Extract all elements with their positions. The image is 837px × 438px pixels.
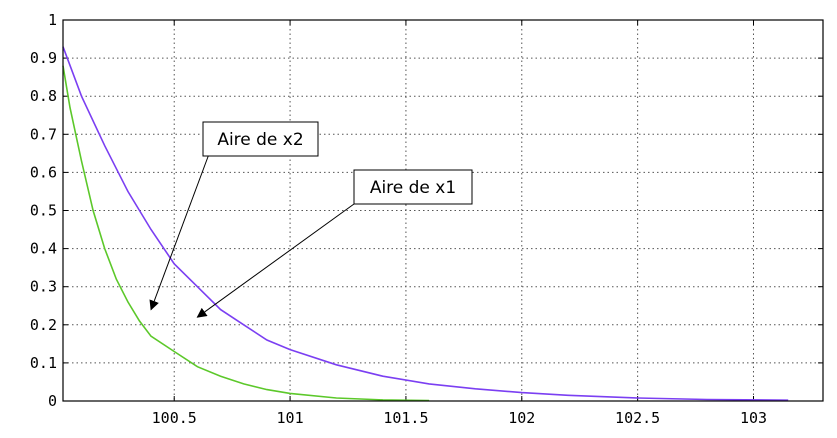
annotation-label: Aire de x2 <box>217 130 303 150</box>
annotation-arrow <box>196 203 355 318</box>
y-tick-label: 0.2 <box>30 316 57 334</box>
x-tick-label: 103 <box>740 409 767 427</box>
y-axis-ticks: 0 0.1 0.2 0.3 0.4 0.5 0.6 0.7 0.8 0.9 1 <box>30 11 823 410</box>
x-tick-label: 102 <box>508 409 535 427</box>
grid <box>63 20 823 401</box>
y-tick-label: 0 <box>48 392 57 410</box>
x-axis-ticks: 100.5 101 101.5 102 102.5 103 <box>152 20 767 427</box>
series-line-2 <box>62 65 430 402</box>
annotation-box <box>202 121 319 157</box>
y-tick-label: 1 <box>48 11 57 29</box>
x-tick-label: 101.5 <box>383 409 428 427</box>
annotation-label: Aire de x1 <box>370 178 456 198</box>
y-tick-label: 0.6 <box>30 163 57 181</box>
y-tick-label: 0.4 <box>30 240 57 258</box>
y-tick-label: 0.8 <box>30 87 57 105</box>
x-tick-label: 100.5 <box>152 409 197 427</box>
annotation-arrow <box>149 153 210 311</box>
series-line-1 <box>62 46 789 401</box>
y-tick-label: 0.1 <box>30 354 57 372</box>
y-tick-label: 0.9 <box>30 49 57 67</box>
x-tick-label: 101 <box>277 409 304 427</box>
y-tick-label: 0.3 <box>30 278 57 296</box>
annotation-box <box>353 169 473 205</box>
series-lines <box>62 46 789 402</box>
y-tick-label: 0.5 <box>30 202 57 220</box>
y-tick-label: 0.7 <box>30 125 57 143</box>
plot-frame <box>62 19 824 402</box>
annotations: Aire de x2 Aire de x1 <box>149 121 473 318</box>
x-tick-label: 102.5 <box>615 409 660 427</box>
